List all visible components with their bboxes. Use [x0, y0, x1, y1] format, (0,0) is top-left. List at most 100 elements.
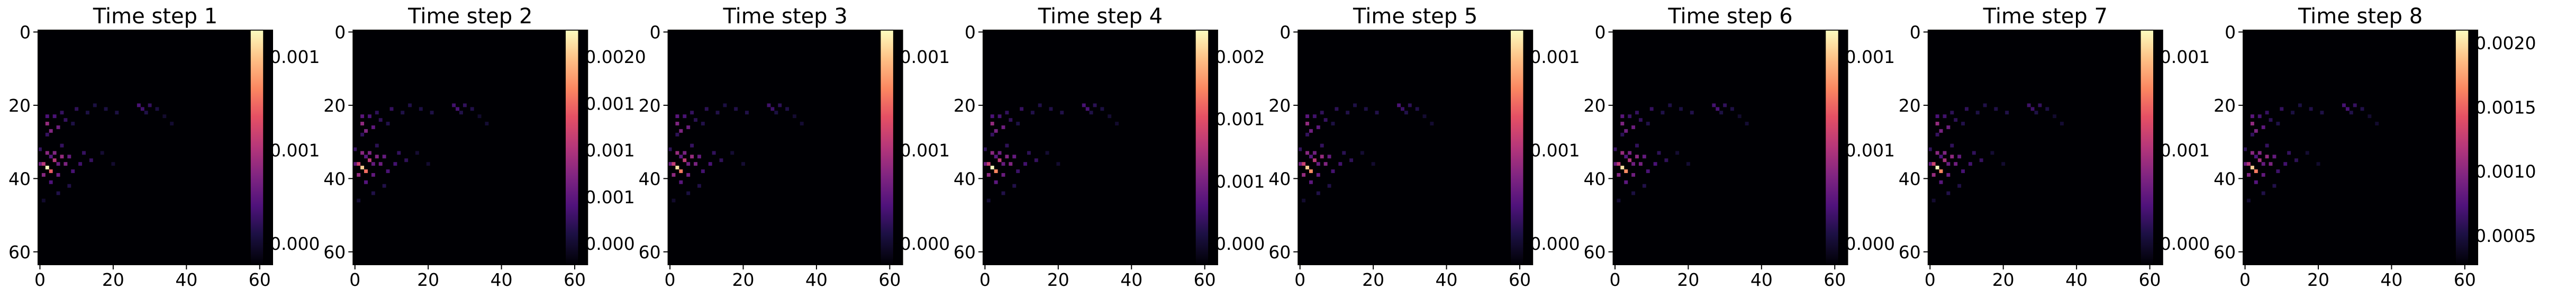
heatmap-cell	[485, 122, 489, 125]
heatmap-cell	[162, 114, 167, 119]
colorbar-tick-label: 0.001	[2160, 140, 2210, 161]
colorbar	[1825, 30, 1839, 265]
heatmap-cell	[1954, 118, 1958, 122]
heatmap-cell	[1023, 162, 1027, 166]
heatmap-cell	[1642, 184, 1646, 188]
heatmap-cell	[367, 151, 371, 155]
heatmap-cell	[704, 107, 709, 111]
heatmap-cell	[983, 162, 987, 166]
heatmap-cell	[1638, 118, 1643, 122]
heatmap-cell	[1430, 122, 1434, 125]
heatmap-cell	[986, 162, 991, 166]
heatmap-cell	[1049, 107, 1053, 111]
heatmap-background	[2243, 30, 2478, 265]
heatmap-cell	[2247, 173, 2251, 177]
x-tick-label: 20	[1047, 269, 1069, 290]
heatmap-cell	[1085, 107, 1090, 111]
heatmap-cell	[1723, 103, 1727, 107]
x-tick-label: 0	[665, 269, 676, 290]
heatmap-cell	[64, 118, 68, 122]
heatmap-cell	[93, 103, 97, 107]
heatmap-cell	[679, 180, 683, 184]
heatmap-cell	[2305, 151, 2309, 155]
colorbar-tick-label: 0.001	[585, 93, 634, 114]
panel-title: Time step 8	[2298, 4, 2423, 29]
heatmap-cell	[741, 162, 745, 166]
heatmap-cell	[1624, 180, 1628, 184]
y-tick-label: 60	[1899, 242, 1921, 263]
heatmap-cell	[719, 158, 723, 162]
heatmap-cell	[730, 151, 734, 155]
heatmap-cell	[1661, 111, 1665, 115]
heatmap-cell	[353, 162, 357, 166]
heatmap-cell	[1928, 162, 1932, 166]
panel-2: Time step 20 20 40 6002040600.00200.0010.00…	[323, 4, 646, 290]
colorbar-tick-label: 0.001	[900, 47, 950, 67]
heatmap-cell	[2291, 111, 2294, 115]
panel-title: Time step 1	[93, 4, 217, 29]
heatmap-cell	[675, 151, 679, 155]
heatmap-background	[353, 30, 588, 265]
heatmap-cell	[2038, 103, 2042, 107]
heatmap-cell	[1005, 111, 1009, 115]
heatmap-cell	[1012, 184, 1017, 188]
x-tick-label: 40	[1436, 269, 1458, 290]
heatmap-cell	[1009, 118, 1013, 122]
heatmap-cell	[371, 173, 375, 177]
heatmap-cell	[997, 158, 1002, 162]
heatmap-cell	[1056, 162, 1060, 166]
colorbar-tick-label: 0.0020	[2475, 33, 2536, 53]
x-tick-label: 0	[349, 269, 360, 290]
heatmap-cell	[1716, 107, 1720, 111]
y-tick-label: 0	[334, 22, 346, 42]
heatmap-cell	[52, 158, 57, 162]
colorbar-tick-label: 0.000	[585, 233, 634, 254]
x-tick-label: 60	[1509, 269, 1531, 290]
heatmap-cell	[1950, 155, 1954, 159]
heatmap-cell	[2257, 158, 2262, 162]
x-tick-label: 60	[2139, 269, 2161, 290]
heatmap-cell	[2265, 111, 2269, 115]
heatmap-background	[1613, 30, 1848, 265]
heatmap-cell	[1012, 155, 1017, 159]
heatmap-cell	[1939, 129, 1943, 133]
heatmap-cell	[1617, 162, 1621, 166]
heatmap-cell	[708, 162, 712, 166]
heatmap-cell	[990, 166, 994, 170]
heatmap-cell	[89, 158, 93, 162]
heatmap-cell	[1939, 155, 1943, 159]
panel-title: Time step 5	[1353, 4, 1477, 29]
heatmap-frame	[2243, 30, 2479, 265]
heatmap-cell	[1422, 114, 1427, 119]
heatmap-cell	[1001, 162, 1005, 166]
heatmap-cell	[2250, 122, 2254, 125]
y-tick-label: 40	[639, 168, 661, 189]
heatmap-cell	[1316, 162, 1320, 166]
heatmap-cell	[1331, 122, 1335, 125]
heatmap-cell	[2269, 162, 2273, 166]
y-tick-label: 0	[1280, 22, 1291, 42]
heatmap-cell	[2360, 107, 2364, 111]
y-tick-label: 20	[1899, 95, 1921, 116]
heatmap-cell	[1302, 162, 1306, 166]
heatmap-cell	[1305, 114, 1309, 119]
heatmap-cell	[1649, 107, 1654, 111]
heatmap-cell	[85, 111, 89, 115]
heatmap-cell	[1624, 129, 1628, 133]
heatmap-cell	[52, 114, 57, 119]
heatmap-cell	[2316, 162, 2320, 166]
heatmap-cell	[1371, 162, 1375, 166]
heatmap-cell	[1642, 155, 1646, 159]
x-tick-label: 20	[1677, 269, 1699, 290]
heatmap-cell	[1001, 125, 1005, 129]
panel-4: Time step 40 20 40 6002040600.0020.0010.001…	[954, 4, 1265, 290]
heatmap-cell	[104, 107, 108, 111]
x-tick-label: 60	[564, 269, 586, 290]
heatmap-cell	[1316, 191, 1320, 195]
heatmap-cell	[1943, 158, 1947, 162]
heatmap-cell	[2060, 122, 2064, 125]
heatmap-cell	[1027, 151, 1031, 155]
heatmap-cell	[1620, 151, 1625, 155]
